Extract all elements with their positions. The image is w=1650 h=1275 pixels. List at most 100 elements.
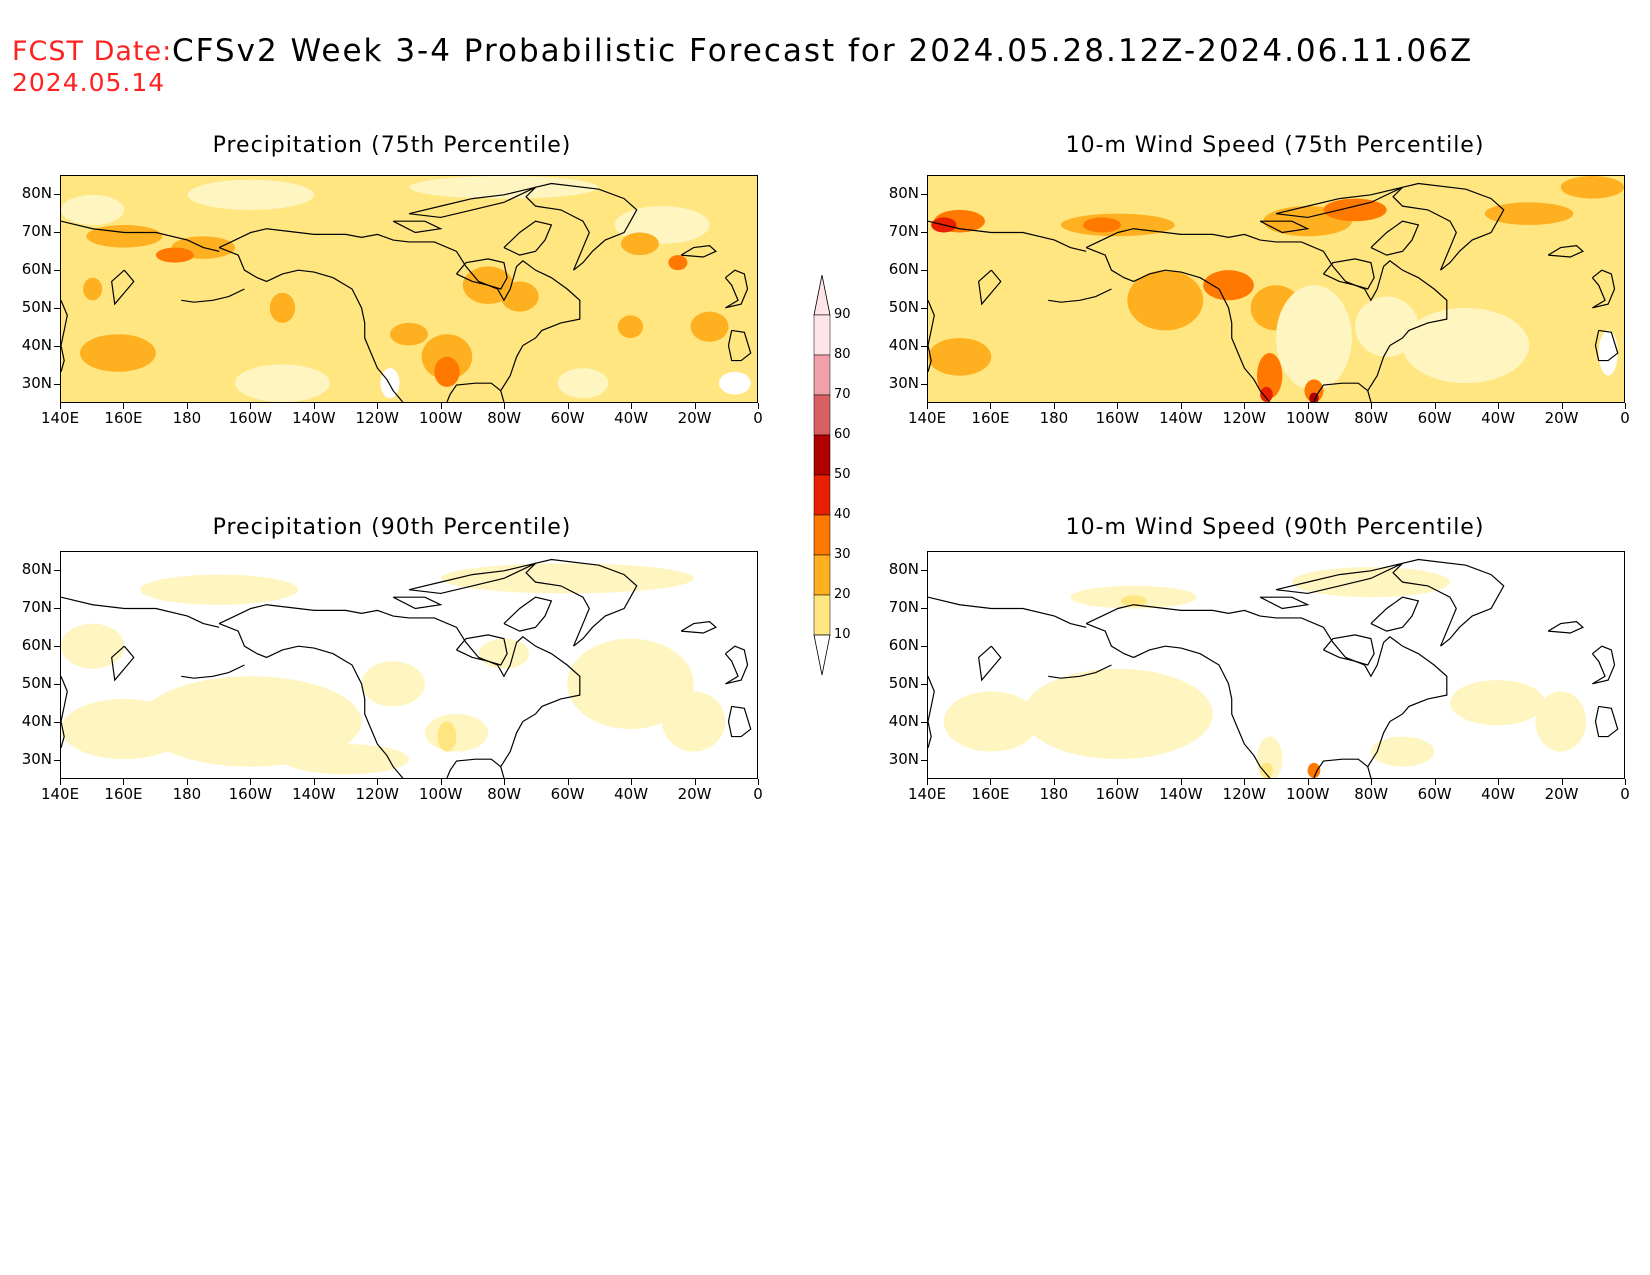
- lon-tick: [1371, 403, 1373, 409]
- coastline: [1547, 621, 1585, 634]
- map-wind90: [927, 551, 1625, 779]
- coastline: [1085, 247, 1271, 402]
- coastline: [111, 269, 135, 306]
- lon-tick: [313, 403, 315, 409]
- lat-tick: [54, 346, 60, 347]
- probability-region: [617, 315, 644, 338]
- lon-tick: [1561, 779, 1563, 785]
- lat-tick: [54, 308, 60, 309]
- coastline: [392, 596, 443, 610]
- lat-tick: [921, 760, 927, 761]
- colorbar-label: 40: [834, 507, 851, 522]
- lon-label: 180: [1039, 785, 1069, 803]
- map-field-precip90: [61, 552, 757, 778]
- colorbar-top-arrow: [813, 275, 831, 316]
- lon-tick: [1561, 403, 1563, 409]
- lon-tick: [1307, 779, 1309, 785]
- lon-label: 80W: [1354, 785, 1389, 803]
- map-wind75: [927, 175, 1625, 403]
- coastline: [408, 562, 536, 595]
- coastline: [1591, 269, 1616, 309]
- coastline: [218, 604, 581, 778]
- coastline: [1313, 382, 1369, 402]
- lat-tick: [54, 608, 60, 609]
- lat-tick: [54, 194, 60, 195]
- coastline: [218, 247, 404, 402]
- probability-region: [1560, 176, 1624, 199]
- lon-tick: [631, 403, 633, 409]
- probability-region: [187, 179, 315, 210]
- probability-region: [668, 255, 688, 271]
- coastline: [446, 758, 502, 778]
- lat-label: 60N: [888, 636, 919, 654]
- lon-tick: [377, 779, 379, 785]
- probability-region: [61, 698, 188, 760]
- coastline: [1275, 186, 1403, 219]
- coastline: [724, 645, 749, 685]
- lon-tick: [1244, 403, 1246, 409]
- lon-tick: [440, 403, 442, 409]
- lat-tick: [921, 608, 927, 609]
- coastline: [680, 245, 718, 258]
- lat-label: 50N: [21, 298, 52, 316]
- lat-label: 80N: [21, 184, 52, 202]
- coastline: [1370, 220, 1420, 256]
- colorbar: 90 80 70 60 50 40 30 20 10: [812, 275, 872, 685]
- lat-label: 80N: [888, 560, 919, 578]
- probability-region: [409, 176, 599, 199]
- lon-tick: [504, 779, 506, 785]
- lon-label: 80W: [487, 409, 522, 427]
- lon-label: 20W: [1544, 785, 1579, 803]
- lat-tick: [921, 308, 927, 309]
- coastline: [1591, 645, 1616, 685]
- coastline: [111, 645, 135, 682]
- lat-tick: [921, 722, 927, 723]
- probability-region: [437, 721, 457, 752]
- coastline: [503, 596, 553, 632]
- lon-tick: [1053, 403, 1055, 409]
- probability-region: [1022, 668, 1213, 760]
- lon-label: 160E: [104, 785, 143, 803]
- probability-region: [380, 368, 400, 399]
- lon-tick: [250, 779, 252, 785]
- lon-label: 20W: [1544, 409, 1579, 427]
- coastline: [1085, 623, 1271, 778]
- lon-label: 140E: [40, 785, 80, 803]
- probability-region: [61, 623, 125, 669]
- probability-region: [83, 277, 103, 301]
- probability-region: [390, 322, 428, 346]
- coastline: [61, 300, 68, 373]
- lat-label: 60N: [888, 260, 919, 278]
- lon-label: 40W: [1481, 785, 1516, 803]
- coastline: [928, 300, 935, 373]
- colorbar-graphic: [813, 275, 831, 676]
- lat-label: 70N: [888, 598, 919, 616]
- probability-region: [1355, 296, 1419, 357]
- coastline: [503, 220, 553, 256]
- lon-tick: [440, 779, 442, 785]
- lat-tick: [54, 384, 60, 385]
- colorbar-label: 10: [834, 627, 851, 642]
- lon-tick: [1180, 403, 1182, 409]
- colorbar-segment: [813, 474, 831, 516]
- page-title: CFSv2 Week 3-4 Probabilistic Forecast fo…: [172, 33, 1474, 69]
- coastline: [456, 634, 508, 666]
- lon-tick: [1307, 403, 1309, 409]
- coastline: [1085, 604, 1448, 778]
- coastline: [61, 220, 220, 252]
- lon-label: 140W: [292, 409, 336, 427]
- probability-region: [434, 356, 460, 387]
- colorbar-bottom-arrow: [813, 634, 831, 676]
- probability-region: [61, 194, 125, 225]
- lon-tick: [60, 403, 61, 409]
- lon-tick: [1117, 779, 1119, 785]
- coastline: [1313, 758, 1369, 778]
- lat-label: 50N: [21, 674, 52, 692]
- lat-tick: [54, 646, 60, 647]
- lon-tick: [1244, 779, 1246, 785]
- lon-label: 160W: [228, 785, 273, 803]
- probability-region: [567, 638, 694, 730]
- lat-label: 40N: [21, 712, 52, 730]
- lon-label: 80W: [1354, 409, 1389, 427]
- coastline: [408, 186, 536, 219]
